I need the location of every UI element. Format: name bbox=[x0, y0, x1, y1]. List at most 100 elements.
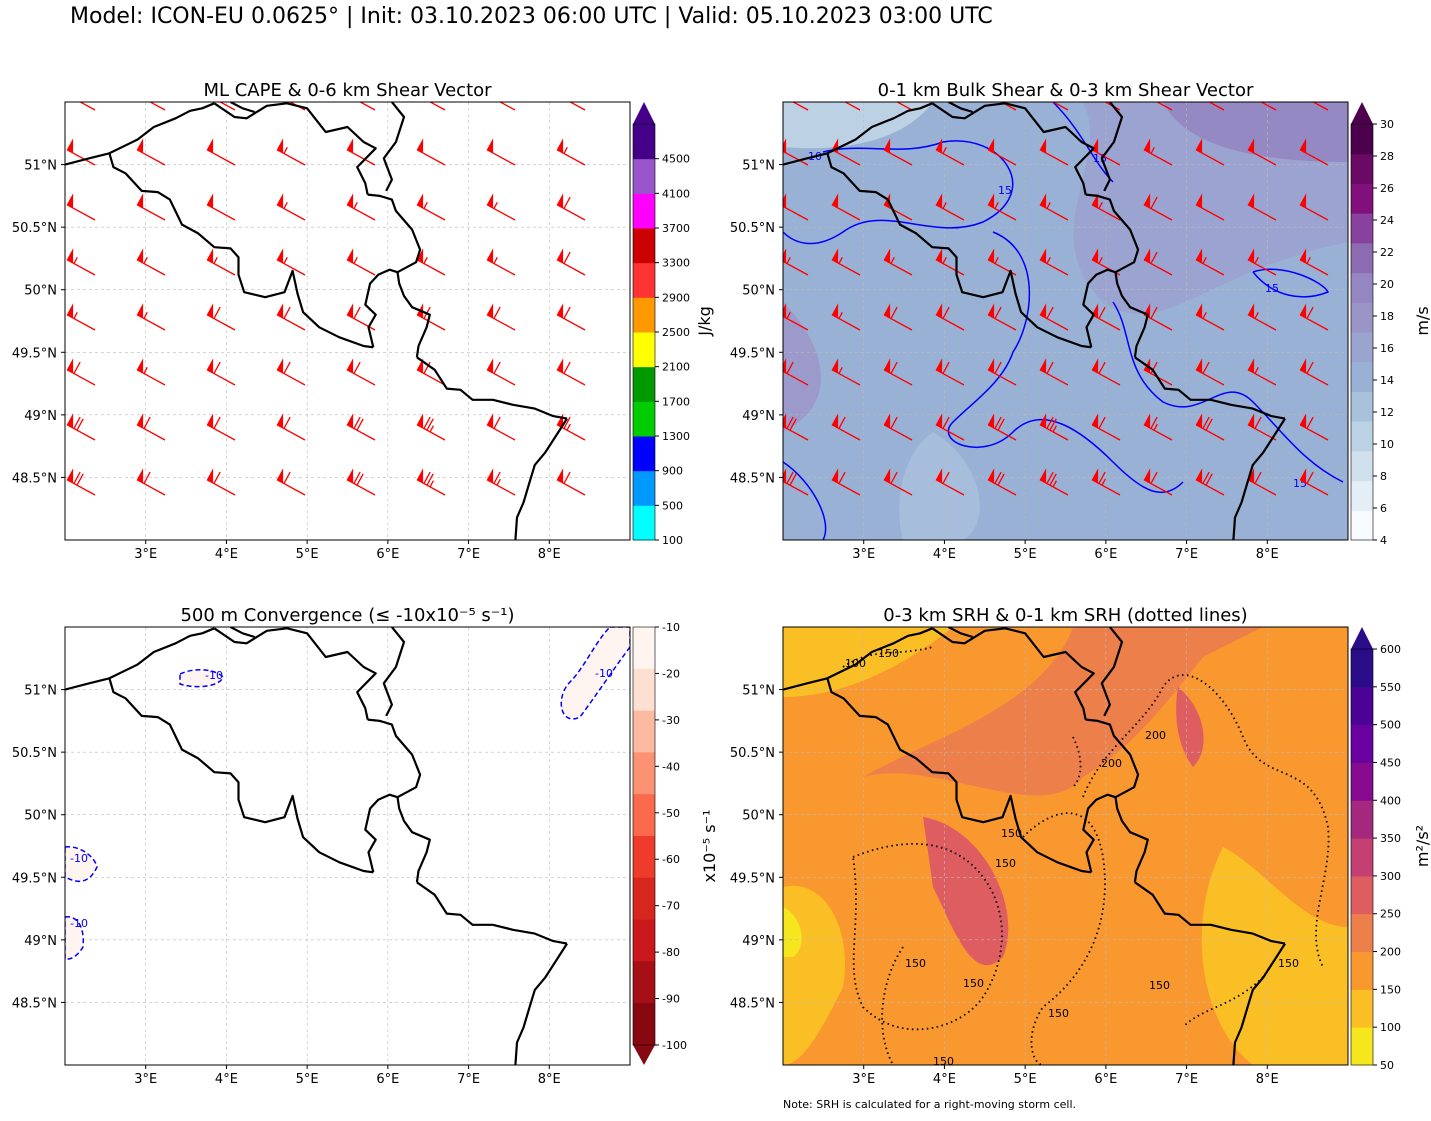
colorbar-segment bbox=[1351, 913, 1373, 953]
barb-flag bbox=[831, 248, 839, 264]
barb-tick bbox=[213, 361, 221, 374]
barb-flag bbox=[486, 193, 494, 209]
wind-barb bbox=[831, 468, 861, 496]
barb-flag bbox=[1091, 193, 1099, 209]
wind-barb bbox=[66, 413, 96, 441]
colorbar-tick-label: 10 bbox=[1380, 438, 1394, 451]
barb-tick bbox=[786, 471, 794, 484]
barb-flag bbox=[486, 468, 494, 484]
barb-half bbox=[493, 202, 498, 209]
wind-barb bbox=[783, 248, 809, 276]
barb-half bbox=[1046, 202, 1051, 209]
colorbar-segment bbox=[1351, 1027, 1373, 1066]
wind-barb bbox=[883, 358, 913, 386]
colorbar-segment bbox=[1351, 183, 1373, 214]
srh-contour bbox=[852, 843, 1003, 1031]
border-line bbox=[931, 627, 1095, 720]
conv-contour bbox=[65, 916, 85, 960]
barb-flag bbox=[1143, 248, 1151, 264]
contour-label: 150 bbox=[1048, 1007, 1069, 1020]
barb-tick bbox=[73, 416, 81, 429]
barb-tick bbox=[1150, 306, 1158, 319]
panel-title: ML CAPE & 0-6 km Shear Vector bbox=[203, 80, 492, 101]
border-line bbox=[213, 102, 377, 195]
border-line bbox=[514, 943, 568, 1065]
contour-label: 15 bbox=[1265, 282, 1279, 295]
wind-barb bbox=[416, 193, 446, 221]
border-line bbox=[931, 102, 1095, 195]
barb-shaft bbox=[206, 204, 236, 221]
y-tick-label: 51°N bbox=[742, 684, 775, 699]
barb-tick bbox=[1046, 416, 1054, 429]
barb-flag bbox=[206, 413, 214, 429]
colorbar-segment bbox=[633, 710, 655, 753]
barb-flag bbox=[831, 468, 839, 484]
wind-barb bbox=[1247, 413, 1277, 441]
barb-half bbox=[1101, 478, 1106, 486]
wind-barb bbox=[1091, 193, 1121, 221]
colorbar: 4 6 8 10 12 14 16 18 20 22 24 26 28 30 m/s bbox=[1350, 102, 1431, 547]
wind-barb bbox=[883, 138, 913, 166]
barb-flag bbox=[1195, 358, 1203, 374]
barb-tick bbox=[563, 471, 571, 484]
wind-barb bbox=[1143, 138, 1173, 166]
barb-flag bbox=[556, 358, 564, 374]
y-tick-label: 48.5°N bbox=[12, 471, 57, 486]
x-tick-label: 6°E bbox=[1094, 547, 1117, 562]
wind-barb bbox=[416, 138, 446, 166]
colorbar-segment bbox=[633, 158, 655, 194]
barb-flag bbox=[136, 248, 144, 264]
barb-tick bbox=[838, 416, 846, 429]
barb-tick bbox=[1150, 416, 1158, 429]
colorbar-tick-label: 400 bbox=[1380, 794, 1401, 807]
panel-ml-cape: ML CAPE & 0-6 km Shear Vector 3°E 4°E 5°E 6°… bbox=[12, 80, 714, 562]
barb-flag bbox=[1300, 83, 1306, 98]
border-line bbox=[213, 627, 377, 720]
border-line bbox=[396, 272, 431, 358]
barb-flag bbox=[66, 193, 74, 209]
barb-flag bbox=[1247, 193, 1255, 209]
border-line bbox=[1085, 193, 1140, 274]
barb-flag bbox=[1247, 303, 1255, 319]
border-line bbox=[364, 268, 398, 348]
x-tick-label: 6°E bbox=[376, 1072, 399, 1087]
colorbar-tick-label: 28 bbox=[1380, 150, 1394, 163]
barb-half bbox=[496, 478, 501, 486]
panel-convergence: 500 m Convergence (≤ -10x10⁻⁵ s⁻¹)-10 -10… bbox=[12, 605, 719, 1087]
border-line bbox=[1085, 718, 1140, 799]
colorbar: -10 -20 -30 -40 -50 -60 -70 -80 -90 -100 x10⁻⁵ s⁻¹ bbox=[632, 621, 719, 1065]
colorbar-segment bbox=[633, 627, 655, 670]
barb-half bbox=[429, 480, 434, 488]
wind-barb bbox=[556, 248, 586, 276]
barb-flag bbox=[1091, 248, 1099, 264]
colorbar-segment bbox=[633, 752, 655, 795]
barb-tick bbox=[76, 473, 84, 486]
barb-tick bbox=[1046, 361, 1054, 374]
wind-barb bbox=[346, 468, 376, 496]
colorbar-segment bbox=[1351, 124, 1373, 155]
colorbar-tick-label: 100 bbox=[1380, 1021, 1401, 1034]
wind-barb bbox=[136, 138, 166, 166]
barb-shaft bbox=[883, 204, 913, 221]
wind-barb bbox=[1039, 138, 1069, 166]
barb-tick bbox=[356, 473, 364, 486]
barb-tick bbox=[942, 416, 950, 429]
shear-field-south bbox=[899, 432, 980, 540]
wind-barb bbox=[1299, 138, 1329, 166]
colorbar-tick-label: 8 bbox=[1380, 470, 1387, 483]
colorbar-segment bbox=[1351, 153, 1373, 184]
border-line bbox=[367, 718, 422, 799]
barb-flag bbox=[276, 138, 284, 154]
colorbar-label: m/s bbox=[1413, 306, 1431, 335]
border-line bbox=[826, 677, 1092, 874]
contour-label: 150 bbox=[1149, 979, 1170, 992]
barb-tick bbox=[1046, 306, 1054, 319]
colorbar-tick-label: -100 bbox=[662, 1039, 687, 1052]
wind-barb bbox=[1195, 358, 1225, 386]
barb-tick bbox=[838, 471, 846, 484]
srh-field-core bbox=[923, 817, 1009, 966]
x-tick-label: 7°E bbox=[457, 1072, 480, 1087]
colorbar-extend bbox=[1351, 627, 1373, 649]
barb-flag bbox=[1091, 413, 1099, 429]
